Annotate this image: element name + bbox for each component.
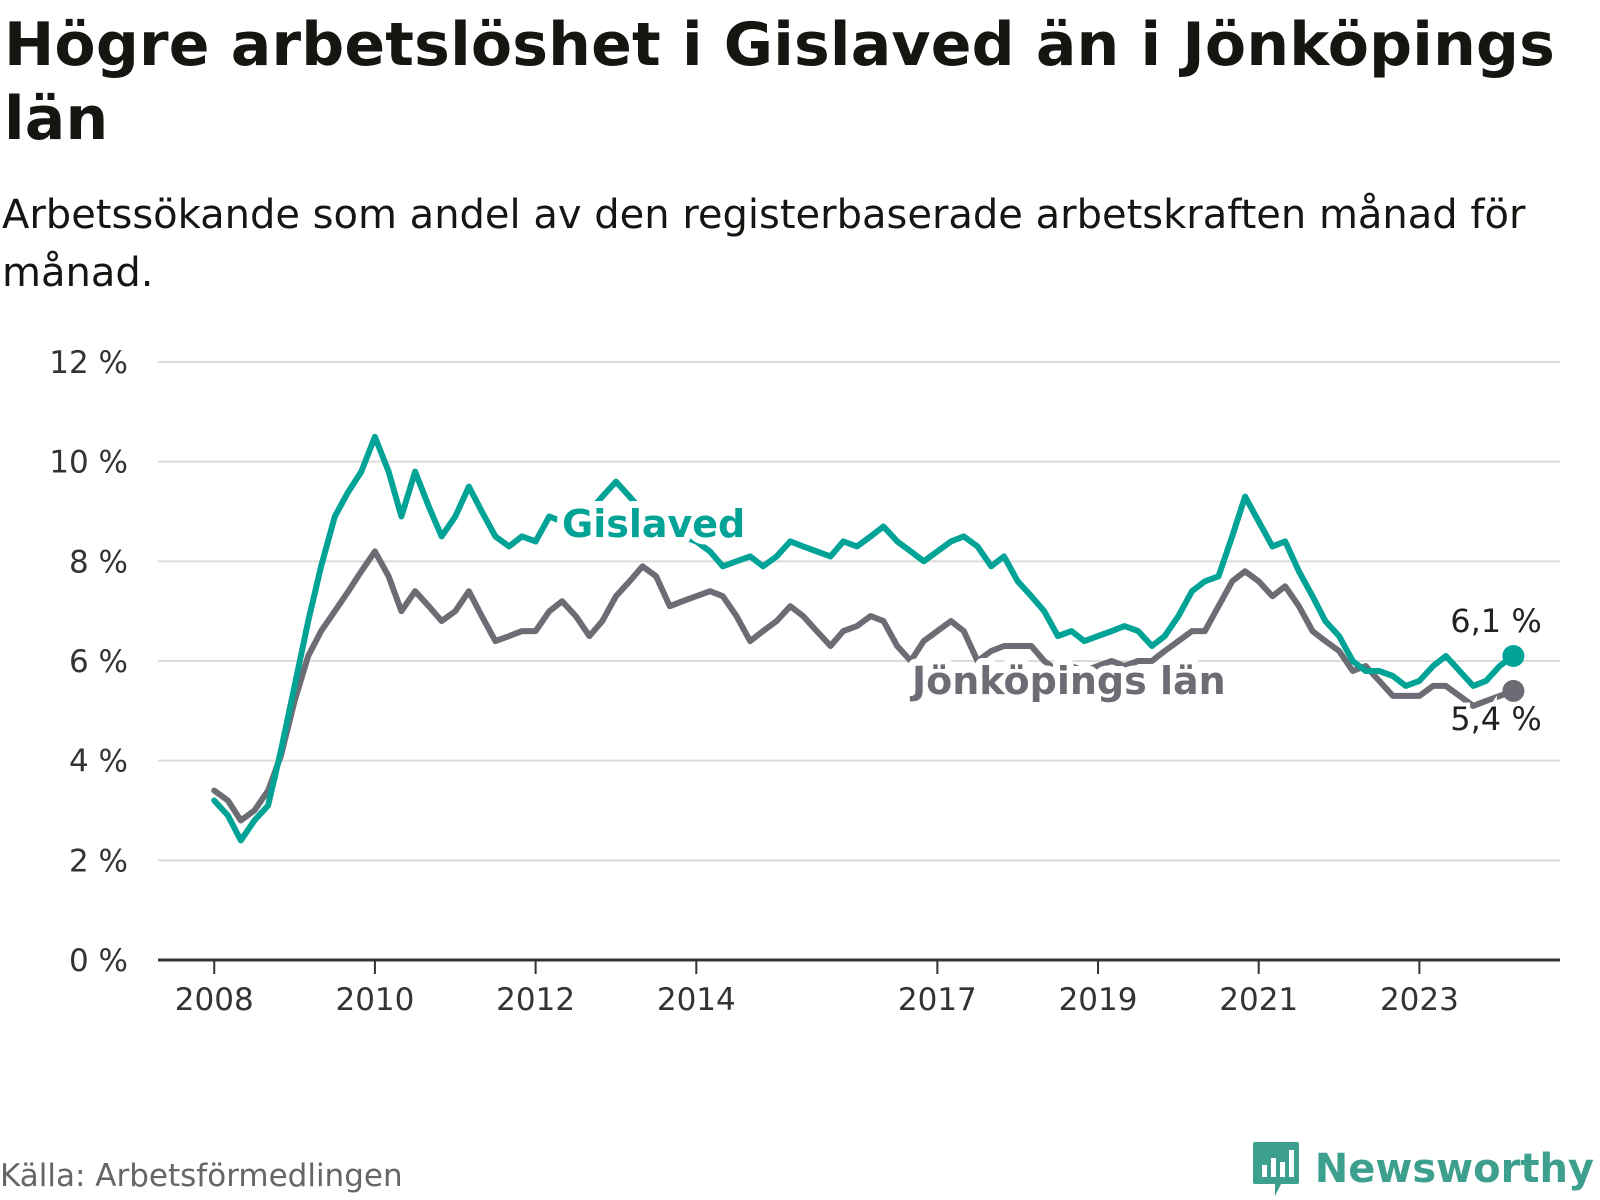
x-tick-label: 2008 [175,982,254,1018]
end-label-jonkopings-lan: 5,4 % [1450,700,1541,738]
series-label-gislaved: Gislaved [562,502,745,546]
series-endpoint-jonkopings-lan [1502,679,1525,702]
brand-name: Newsworthy [1314,1146,1594,1192]
brand[interactable]: Newsworthy [1251,1140,1594,1198]
source-note: Källa: Arbetsförmedlingen [0,1158,403,1194]
series-lines [211,433,1525,844]
series-endpoint-gislaved [1502,645,1525,668]
line-chart: 0 % 2 % 4 % 6 % 8 % 10 % 12 % 2008 2010 2012 2014… [49,345,1560,1018]
series-labels: Gislaved Jönköpings län 6,1 % 5,4 % [555,495,1546,742]
y-tick-label: 2 % [69,843,128,879]
x-tick-label: 2021 [1219,982,1298,1018]
x-tick-label: 2023 [1380,982,1459,1018]
x-tick-label: 2017 [898,982,977,1018]
series-label-jonkopings-lan: Jönköpings län [909,659,1226,703]
grid-lines [158,361,1560,862]
x-tick-label: 2010 [335,982,414,1018]
newsworthy-logo-icon [1252,1142,1299,1196]
end-label-gislaved: 6,1 % [1450,602,1541,640]
x-tick-label: 2014 [657,982,736,1018]
y-tick-label: 8 % [69,544,128,580]
x-tick-label: 2019 [1059,982,1138,1018]
series-line-jonkopings-lan [211,548,1517,824]
y-tick-label: 6 % [69,644,128,680]
x-tick-label: 2012 [496,982,575,1018]
y-tick-label: 10 % [49,445,128,481]
series-line-gislaved [211,433,1517,844]
y-tick-label: 12 % [49,345,128,381]
x-axis: 2008 2010 2012 2014 2017 2019 2021 2023 [158,958,1560,1018]
chart-title: Högre arbetslöshet i Gislaved än i Jönkö… [4,10,1556,154]
chart-subtitle: Arbetssökande som andel av den registerb… [2,192,1526,296]
y-axis-labels: 0 % 2 % 4 % 6 % 8 % 10 % 12 % [49,345,128,979]
y-tick-label: 4 % [69,744,128,780]
y-tick-label: 0 % [69,943,128,979]
